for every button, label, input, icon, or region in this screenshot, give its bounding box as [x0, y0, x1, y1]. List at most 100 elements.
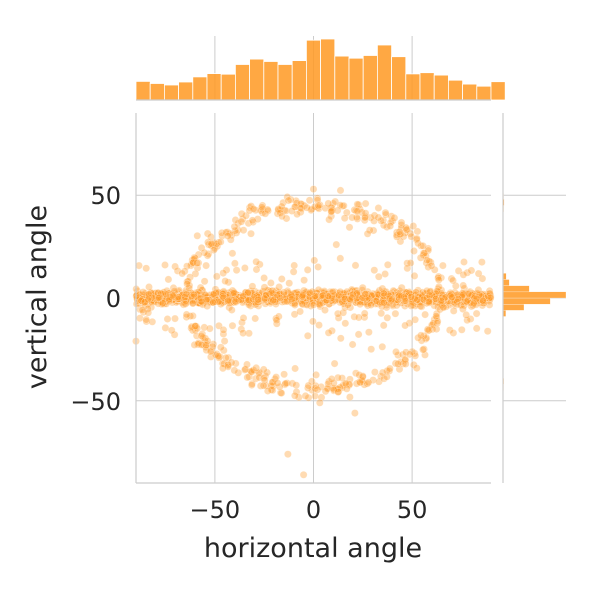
- scatter-point: [254, 295, 263, 304]
- scatter-point: [277, 275, 286, 283]
- y-hist-bar-30: [502, 291, 567, 299]
- scatter-point: [378, 368, 387, 377]
- x-hist-bar-22: [447, 79, 463, 101]
- scatter-point: [349, 290, 357, 299]
- scatter-point: [381, 208, 390, 217]
- scatter-point: [305, 196, 314, 205]
- scatter-point: [395, 227, 404, 236]
- x-hist-bar-0: [135, 81, 151, 101]
- scatter-point: [336, 334, 345, 343]
- scatter-point: [142, 315, 150, 324]
- scatter-point: [289, 267, 298, 276]
- scatter-point: [448, 293, 456, 302]
- scatter-point: [434, 276, 443, 284]
- scatter-point: [324, 199, 333, 208]
- scatter-point: [252, 364, 261, 372]
- scatter-point: [239, 292, 247, 301]
- scatter-point: [214, 352, 223, 360]
- x-hist-bar-20: [419, 72, 435, 101]
- scatter-point: [327, 375, 336, 383]
- scatter-point: [296, 204, 305, 212]
- scatter-point: [353, 207, 362, 215]
- scatter-point: [361, 213, 369, 222]
- scatter-point: [314, 285, 323, 294]
- scatter-point: [425, 291, 434, 300]
- scatter-point: [251, 314, 259, 323]
- scatter-point: [459, 281, 468, 290]
- scatter-point: [367, 301, 375, 309]
- scatter-point: [285, 279, 294, 288]
- scatter-point: [361, 199, 370, 208]
- x-hist-bar-11: [291, 60, 307, 101]
- scatter-point: [321, 387, 330, 396]
- scatter-point: [312, 371, 320, 379]
- x-hist-bar-18: [391, 56, 407, 101]
- scatter-point: [178, 269, 186, 278]
- scatter-point: [228, 249, 237, 258]
- x-hist-bar-3: [178, 81, 194, 101]
- scatter-point: [205, 324, 214, 333]
- scatter-point: [171, 314, 179, 323]
- scatter-point: [341, 319, 350, 328]
- scatter-point: [314, 201, 323, 210]
- scatter-point: [336, 186, 345, 195]
- scatter-point: [280, 288, 288, 297]
- scatter-point: [239, 314, 248, 322]
- scatter-point: [363, 229, 372, 238]
- scatter-point: [300, 276, 308, 285]
- scatter-point: [348, 213, 356, 222]
- scatter-point: [154, 294, 163, 302]
- scatter-point: [202, 295, 211, 304]
- scatter-point: [360, 309, 369, 318]
- scatter-point: [181, 300, 190, 308]
- scatter-point: [432, 312, 441, 320]
- scatter-point: [416, 302, 425, 311]
- scatter-point: [196, 283, 205, 292]
- x-hist-bar-7: [234, 64, 250, 101]
- x-hist-bar-14: [334, 55, 350, 101]
- scatter-point: [163, 315, 172, 323]
- scatter-point: [206, 347, 215, 356]
- scatter-point: [439, 261, 447, 270]
- scatter-point: [239, 226, 248, 234]
- x-hist-bar-16: [362, 55, 378, 101]
- scatter-point: [241, 264, 249, 272]
- scatter-point: [237, 217, 246, 226]
- scatter-point: [183, 280, 191, 288]
- scatter-point: [230, 289, 238, 297]
- scatter-point: [247, 229, 255, 238]
- scatter-point: [287, 207, 296, 215]
- scatter-point: [483, 327, 492, 336]
- x-hist-bar-23: [462, 83, 478, 101]
- scatter-point: [391, 309, 400, 318]
- x-hist-bar-24: [476, 85, 492, 101]
- y-axis-label: vertical angle: [22, 205, 53, 389]
- scatter-point: [336, 254, 345, 263]
- scatter-point: [379, 321, 388, 330]
- scatter-point: [190, 290, 198, 299]
- scatter-point: [145, 283, 153, 291]
- scatter-point: [339, 308, 348, 317]
- scatter-point: [311, 392, 319, 400]
- scatter-point: [231, 297, 240, 306]
- scatter-point: [392, 348, 400, 356]
- scatter-point: [341, 379, 350, 388]
- scatter-point: [377, 309, 386, 318]
- scatter-point: [383, 260, 392, 269]
- scatter-point: [351, 409, 359, 417]
- scatter-point: [346, 393, 354, 401]
- scatter-point: [299, 470, 308, 479]
- scatter-point: [315, 321, 323, 329]
- scatter-point: [202, 341, 210, 350]
- scatter-point: [168, 291, 177, 300]
- scatter-point: [243, 360, 251, 369]
- scatter-point: [417, 331, 425, 340]
- scatter-point: [200, 277, 209, 286]
- scatter-point: [364, 378, 373, 387]
- scatter-point: [263, 205, 272, 214]
- scatter-point: [247, 381, 256, 389]
- scatter-point: [221, 277, 229, 285]
- scatter-point: [427, 261, 436, 270]
- scatter-point: [298, 299, 307, 308]
- x-hist-bar-17: [376, 44, 392, 101]
